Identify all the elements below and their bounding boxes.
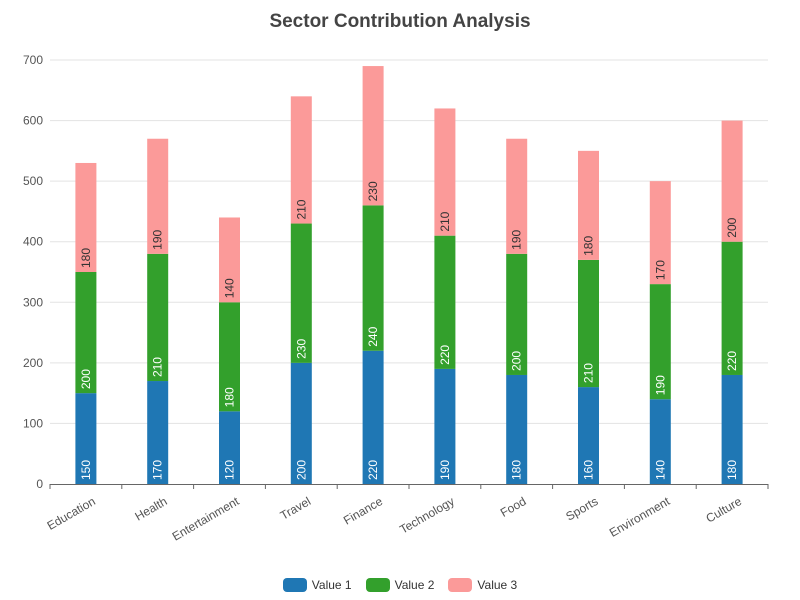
bar-segment[interactable]	[362, 66, 384, 206]
bar-segment[interactable]	[75, 272, 97, 394]
data-label: 210	[151, 357, 165, 377]
bar-segment[interactable]	[721, 374, 743, 484]
data-label: 180	[79, 248, 93, 268]
legend-label: Value 1	[311, 578, 352, 592]
data-labels: 150 200 180 170 210 190 120 180 140 200 230 210 220 2…	[79, 181, 739, 480]
x-tick-label: Culture	[703, 494, 744, 526]
legend: Value 1 Value 2 Value 3	[0, 578, 800, 592]
bar-segment[interactable]	[147, 138, 169, 254]
y-tick-label: 600	[23, 114, 43, 128]
bar-segment[interactable]	[578, 150, 599, 260]
bar-segment[interactable]	[649, 181, 671, 285]
bar-segment[interactable]	[434, 235, 456, 369]
data-label: 220	[366, 460, 380, 480]
data-label: 170	[653, 260, 667, 280]
bar-segment[interactable]	[578, 387, 599, 484]
bar-segment[interactable]	[578, 259, 599, 388]
data-label: 190	[510, 229, 524, 249]
y-tick-label: 700	[23, 53, 43, 67]
data-label: 180	[223, 387, 237, 407]
data-label: 120	[223, 460, 237, 480]
bar-segment[interactable]	[147, 381, 169, 484]
data-label: 240	[366, 326, 380, 346]
bar-segment[interactable]	[506, 374, 528, 484]
data-label: 170	[151, 460, 165, 480]
chart-title: Sector Contribution Analysis	[269, 11, 531, 32]
x-tick-label: Environment	[607, 494, 673, 540]
legend-item-value-2[interactable]: Value 2	[365, 578, 435, 592]
legend-label: Value 2	[394, 578, 435, 592]
bar-segment[interactable]	[290, 96, 312, 224]
x-tick-label: Sports	[563, 494, 600, 523]
data-label: 230	[294, 339, 308, 359]
legend-label: Value 3	[477, 578, 518, 592]
y-tick-label: 400	[23, 235, 43, 249]
legend-item-value-1[interactable]: Value 1	[282, 578, 352, 592]
data-label: 220	[725, 351, 739, 371]
data-label: 200	[510, 351, 524, 371]
bar-segment[interactable]	[362, 205, 384, 351]
x-tick-label: Education	[45, 494, 98, 533]
data-label: 160	[582, 460, 596, 480]
bar-segment[interactable]	[649, 399, 671, 484]
bar-segment[interactable]	[75, 162, 97, 272]
legend-item-value-3[interactable]: Value 3	[448, 578, 517, 592]
data-label: 200	[725, 217, 739, 237]
data-label: 190	[151, 229, 165, 249]
data-label: 210	[294, 199, 308, 219]
data-label: 210	[438, 211, 452, 231]
data-label: 140	[653, 460, 667, 480]
gridlines	[50, 59, 768, 424]
data-label: 200	[294, 460, 308, 480]
data-label: 180	[510, 460, 524, 480]
bar-segment[interactable]	[506, 253, 528, 375]
data-label: 220	[438, 345, 452, 365]
bar-segment[interactable]	[721, 120, 743, 242]
bar-segment[interactable]	[649, 284, 671, 400]
data-label: 150	[79, 460, 93, 480]
data-label: 180	[725, 460, 739, 480]
bar-segment[interactable]	[219, 302, 240, 412]
data-label: 210	[582, 363, 596, 383]
bar-segment[interactable]	[290, 362, 312, 484]
bar-segment[interactable]	[75, 393, 97, 484]
data-label: 230	[366, 181, 380, 201]
data-label: 190	[438, 460, 452, 480]
data-label: 190	[653, 375, 667, 395]
x-tick-label: Health	[133, 494, 170, 523]
bar-segment[interactable]	[362, 350, 384, 484]
bars	[75, 66, 743, 484]
bar-segment[interactable]	[147, 253, 169, 382]
y-tick-label: 200	[23, 356, 43, 370]
y-tick-label: 0	[36, 477, 43, 491]
data-label: 140	[223, 278, 237, 298]
y-tick-label: 500	[23, 174, 43, 188]
bar-segment[interactable]	[290, 223, 312, 363]
bar-segment[interactable]	[434, 368, 456, 484]
x-tick-label: Travel	[278, 494, 313, 523]
x-tick-label: Finance	[341, 494, 385, 528]
bar-segment[interactable]	[506, 138, 528, 254]
legend-swatch	[282, 578, 307, 592]
y-tick-label: 100	[23, 416, 43, 430]
bar-segment[interactable]	[219, 411, 240, 484]
data-label: 200	[79, 369, 93, 389]
x-tick-label: Technology	[397, 494, 457, 536]
bar-segment[interactable]	[721, 241, 743, 375]
legend-swatch	[448, 578, 473, 592]
legend-swatch	[365, 578, 390, 592]
y-tick-label: 300	[23, 295, 43, 309]
data-label: 180	[582, 236, 596, 256]
x-tick-label: Entertainment	[170, 494, 242, 544]
bar-segment[interactable]	[434, 108, 456, 236]
bar-segment[interactable]	[219, 217, 240, 303]
x-tick-label: Food	[498, 494, 529, 520]
